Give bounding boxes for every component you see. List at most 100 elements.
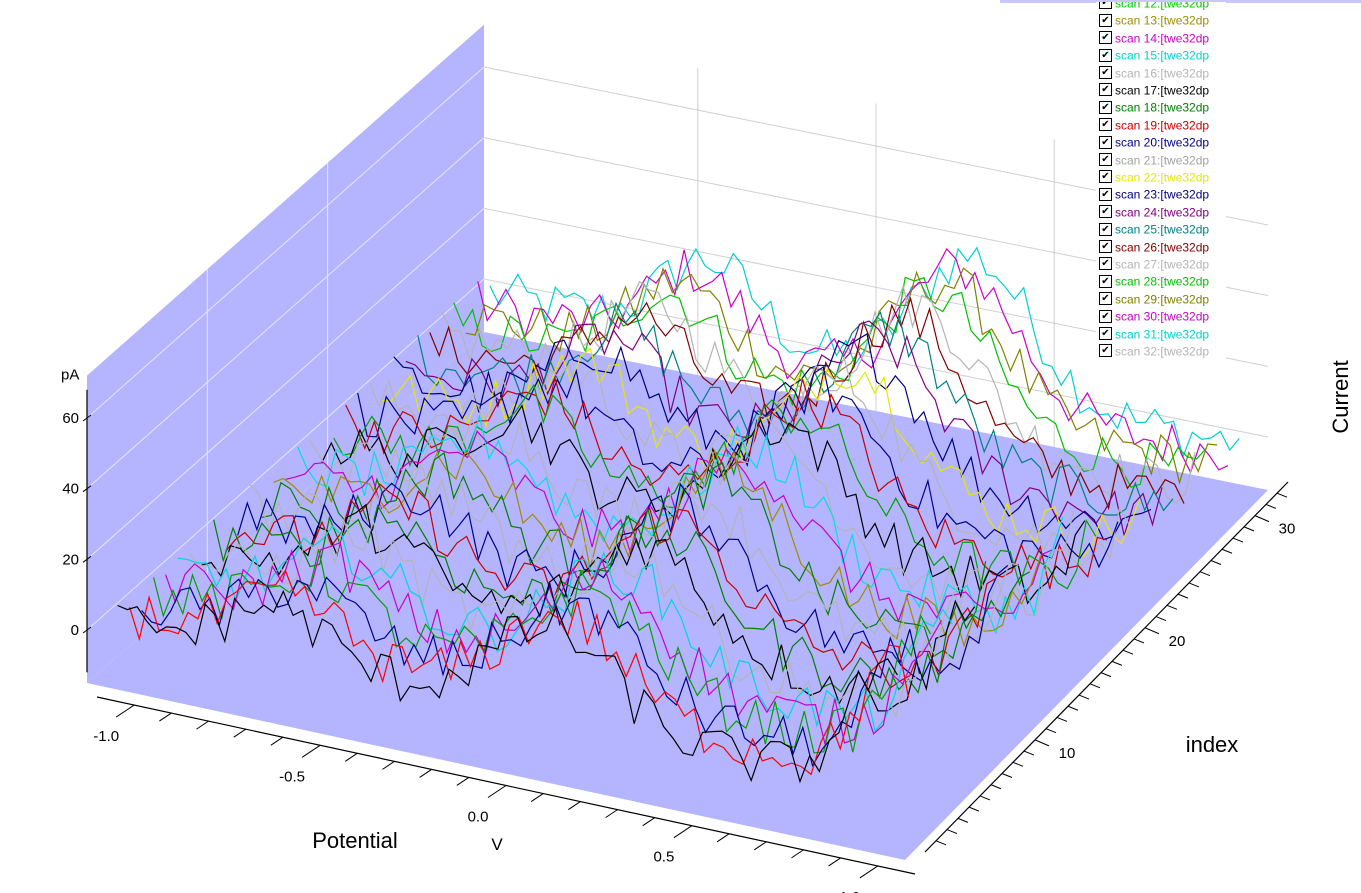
legend-item[interactable]: ✔ scan 31:[twe32dp — [1099, 326, 1209, 343]
x-axis-tick — [530, 793, 544, 802]
legend-item[interactable]: ✔ scan 14:[twe32dp — [1099, 30, 1209, 47]
z-axis-tick — [1133, 638, 1145, 644]
legend-item[interactable]: ✔ scan 19:[twe32dp — [1099, 117, 1209, 134]
checkbox-icon[interactable]: ✔ — [1099, 187, 1112, 201]
legend-item[interactable]: ✔ scan 30:[twe32dp — [1099, 308, 1209, 325]
checkbox-icon[interactable]: ✔ — [1099, 274, 1112, 288]
z-axis-tick — [1232, 537, 1244, 543]
legend-label: scan 13:[twe32dp — [1115, 13, 1210, 28]
y-axis-tick — [82, 626, 92, 634]
checkbox-icon[interactable]: ✔ — [1099, 31, 1112, 45]
legend-item[interactable]: ✔ scan 15:[twe32dp — [1099, 47, 1209, 64]
legend-label: scan 16:[twe32dp — [1115, 65, 1210, 80]
legend-label: scan 21:[twe32dp — [1115, 152, 1210, 167]
x-axis-tick — [270, 736, 284, 746]
legend-item[interactable]: ✔ scan 12:[twe32dp — [1099, 2, 1209, 12]
checkbox-icon[interactable]: ✔ — [1099, 118, 1112, 132]
legend-item[interactable]: ✔ scan 32:[twe32dp — [1099, 343, 1209, 360]
legend-label: scan 17:[twe32dp — [1115, 83, 1210, 98]
z-axis-tick — [968, 806, 980, 812]
z-axis-tick — [1155, 616, 1167, 622]
checkbox-icon[interactable]: ✔ — [1099, 239, 1112, 253]
legend-item[interactable]: ✔ scan 20:[twe32dp — [1099, 134, 1209, 151]
checkbox-icon[interactable]: ✔ — [1099, 205, 1112, 219]
x-axis-tick — [159, 712, 172, 722]
z-axis-tick — [946, 829, 958, 835]
scan-trace-10 — [225, 483, 997, 689]
legend-item[interactable]: ✔ scan 13:[twe32dp — [1099, 12, 1209, 29]
checkbox-icon[interactable]: ✔ — [1099, 100, 1112, 114]
y-axis-tick — [82, 485, 92, 493]
x-axis-tick — [791, 849, 804, 859]
z-axis-tick — [990, 784, 1002, 790]
checkbox-icon[interactable]: ✔ — [1099, 344, 1112, 358]
legend-item[interactable]: ✔ scan 27:[twe32dp — [1099, 256, 1209, 273]
y-tick-label: 20 — [62, 551, 79, 568]
scan-trace-27 — [429, 296, 1185, 511]
x-tick-label: -0.5 — [279, 768, 305, 785]
z-axis-tick — [1276, 492, 1288, 498]
checkbox-icon[interactable]: ✔ — [1099, 222, 1112, 236]
scan-trace-3 — [141, 576, 921, 768]
x-axis-tick — [642, 817, 656, 827]
y-tick-label: 40 — [62, 481, 79, 498]
checkbox-icon[interactable]: ✔ — [1099, 292, 1112, 306]
scan-trace-30 — [465, 266, 1218, 485]
checkbox-icon[interactable]: ✔ — [1099, 48, 1112, 62]
legend-label: scan 25:[twe32dp — [1115, 222, 1210, 237]
x-axis-tick — [828, 857, 841, 867]
x-axis-tick — [382, 760, 395, 770]
checkbox-icon[interactable]: ✔ — [1099, 135, 1112, 149]
checkbox-icon[interactable]: ✔ — [1099, 326, 1112, 340]
z-axis-tick — [1012, 761, 1024, 767]
x-tick-label: 0.5 — [653, 849, 674, 866]
legend-item[interactable]: ✔ scan 24:[twe32dp — [1099, 204, 1209, 221]
checkbox-icon[interactable]: ✔ — [1099, 309, 1112, 323]
legend-item[interactable]: ✔ scan 18:[twe32dp — [1099, 99, 1209, 116]
x-axis-tick — [605, 809, 618, 819]
legend-item[interactable]: ✔ scan 22:[twe32dp — [1099, 169, 1209, 186]
z-axis-tick — [1034, 739, 1050, 747]
legend-item[interactable]: ✔ scan 28:[twe32dp — [1099, 273, 1209, 290]
legend-item[interactable]: ✔ scan 26:[twe32dp — [1099, 239, 1209, 256]
x-axis-tick — [859, 865, 879, 879]
scan-trace-16 — [297, 413, 1064, 635]
checkbox-icon[interactable]: ✔ — [1099, 170, 1112, 184]
chart-planes — [87, 24, 1268, 860]
x-axis-tick — [753, 841, 767, 851]
z-axis-tick — [1100, 672, 1112, 678]
legend-label: scan 30:[twe32dp — [1115, 309, 1210, 324]
x-tick-label: -1.0 — [93, 728, 119, 745]
z-axis-tick — [1122, 649, 1134, 655]
checkbox-icon[interactable]: ✔ — [1099, 65, 1112, 79]
x-axis-tick — [344, 752, 358, 762]
x-tick-label: 1.0 — [839, 889, 860, 893]
legend-item[interactable]: ✔ scan 17:[twe32dp — [1099, 82, 1209, 99]
checkbox-icon[interactable]: ✔ — [1099, 13, 1112, 27]
y-axis-tick — [82, 414, 92, 422]
legend-label: scan 14:[twe32dp — [1115, 31, 1210, 46]
legend-item[interactable]: ✔ scan 25:[twe32dp — [1099, 221, 1209, 238]
scan-trace-11 — [237, 482, 1009, 682]
legend-item[interactable]: ✔ scan 23:[twe32dp — [1099, 186, 1209, 203]
scan-trace-21 — [357, 366, 1119, 570]
x-axis-tick — [115, 704, 135, 718]
scan-trace-13 — [261, 451, 1030, 660]
legend-label: scan 15:[twe32dp — [1115, 48, 1210, 63]
x-tick-label: 0.0 — [468, 809, 489, 826]
legend-label: scan 32:[twe32dp — [1115, 344, 1210, 359]
legend-item[interactable]: ✔ scan 21:[twe32dp — [1099, 152, 1209, 169]
checkbox-icon[interactable]: ✔ — [1099, 2, 1112, 10]
checkbox-icon[interactable]: ✔ — [1099, 152, 1112, 166]
legend-item[interactable]: ✔ scan 16:[twe32dp — [1099, 65, 1209, 82]
z-axis-tick — [1243, 526, 1255, 532]
checkbox-icon[interactable]: ✔ — [1099, 257, 1112, 271]
legend-item[interactable]: ✔ scan 29:[twe32dp — [1099, 291, 1209, 308]
z-axis-tick — [1221, 548, 1233, 554]
checkbox-icon[interactable]: ✔ — [1099, 83, 1112, 97]
z-axis-tick — [935, 840, 947, 846]
legend-label: scan 23:[twe32dp — [1115, 187, 1210, 202]
scan-trace-19 — [333, 383, 1097, 590]
z-axis-tick — [1144, 627, 1160, 635]
